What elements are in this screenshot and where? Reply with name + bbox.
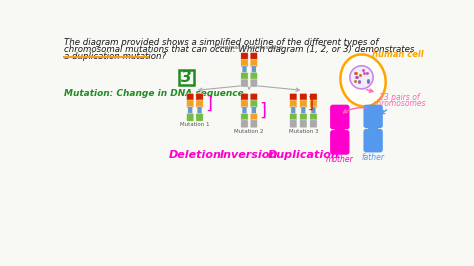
Text: Mutation 2: Mutation 2 bbox=[234, 129, 264, 134]
Ellipse shape bbox=[340, 55, 386, 106]
FancyBboxPatch shape bbox=[310, 120, 317, 128]
FancyBboxPatch shape bbox=[364, 129, 383, 152]
FancyBboxPatch shape bbox=[291, 107, 296, 115]
FancyBboxPatch shape bbox=[250, 72, 257, 80]
Text: Duplication: Duplication bbox=[267, 151, 339, 160]
FancyBboxPatch shape bbox=[250, 93, 257, 101]
FancyBboxPatch shape bbox=[300, 120, 307, 128]
Text: 23 pairs of: 23 pairs of bbox=[379, 93, 420, 102]
FancyBboxPatch shape bbox=[290, 113, 297, 121]
FancyBboxPatch shape bbox=[250, 113, 257, 121]
FancyBboxPatch shape bbox=[368, 123, 378, 131]
Text: Original chromosome: Original chromosome bbox=[215, 45, 283, 50]
FancyBboxPatch shape bbox=[242, 107, 247, 115]
FancyBboxPatch shape bbox=[241, 79, 248, 87]
FancyBboxPatch shape bbox=[290, 100, 297, 108]
FancyBboxPatch shape bbox=[250, 79, 257, 87]
FancyBboxPatch shape bbox=[290, 120, 297, 128]
FancyBboxPatch shape bbox=[250, 120, 257, 128]
FancyBboxPatch shape bbox=[310, 93, 317, 101]
Text: 3: 3 bbox=[181, 70, 191, 85]
FancyBboxPatch shape bbox=[301, 107, 306, 115]
FancyBboxPatch shape bbox=[187, 113, 194, 121]
Text: human cell: human cell bbox=[372, 50, 423, 59]
FancyBboxPatch shape bbox=[251, 107, 256, 115]
Text: Deletion: Deletion bbox=[168, 151, 221, 160]
FancyBboxPatch shape bbox=[241, 53, 248, 61]
FancyBboxPatch shape bbox=[241, 100, 248, 108]
FancyBboxPatch shape bbox=[300, 113, 307, 121]
Text: ]: ] bbox=[308, 96, 314, 111]
FancyBboxPatch shape bbox=[241, 113, 248, 121]
Text: a duplication mutation?: a duplication mutation? bbox=[64, 52, 166, 61]
Text: ]: ] bbox=[205, 95, 212, 113]
FancyBboxPatch shape bbox=[250, 100, 257, 108]
Text: chromosomes: chromosomes bbox=[373, 99, 427, 108]
Text: Inversion: Inversion bbox=[220, 151, 278, 160]
FancyBboxPatch shape bbox=[196, 113, 203, 121]
FancyBboxPatch shape bbox=[187, 93, 194, 101]
FancyBboxPatch shape bbox=[179, 70, 194, 85]
Text: Mutation 3: Mutation 3 bbox=[289, 129, 318, 134]
FancyBboxPatch shape bbox=[250, 53, 257, 61]
FancyBboxPatch shape bbox=[251, 66, 256, 74]
Text: ]: ] bbox=[259, 101, 266, 119]
FancyBboxPatch shape bbox=[300, 93, 307, 101]
FancyBboxPatch shape bbox=[290, 93, 297, 101]
FancyBboxPatch shape bbox=[197, 107, 202, 115]
Text: father: father bbox=[362, 153, 384, 162]
FancyBboxPatch shape bbox=[310, 113, 317, 121]
FancyBboxPatch shape bbox=[196, 93, 203, 101]
Text: Mutation: Change in DNA sequence: Mutation: Change in DNA sequence bbox=[64, 89, 244, 98]
FancyBboxPatch shape bbox=[241, 59, 248, 67]
FancyBboxPatch shape bbox=[250, 59, 257, 67]
FancyBboxPatch shape bbox=[330, 105, 349, 129]
FancyBboxPatch shape bbox=[188, 107, 192, 115]
FancyBboxPatch shape bbox=[310, 100, 317, 108]
FancyBboxPatch shape bbox=[311, 107, 316, 115]
FancyBboxPatch shape bbox=[242, 66, 247, 74]
FancyBboxPatch shape bbox=[330, 130, 349, 155]
FancyBboxPatch shape bbox=[241, 93, 248, 101]
FancyBboxPatch shape bbox=[196, 100, 203, 108]
FancyBboxPatch shape bbox=[241, 72, 248, 80]
FancyBboxPatch shape bbox=[300, 100, 307, 108]
Text: chromosomal mutations that can occur. Which diagram (1, 2, or 3) demonstrates: chromosomal mutations that can occur. Wh… bbox=[64, 45, 414, 54]
FancyBboxPatch shape bbox=[364, 105, 383, 128]
FancyBboxPatch shape bbox=[187, 100, 194, 108]
Text: The diagram provided shows a simplified outline of the different types of: The diagram provided shows a simplified … bbox=[64, 38, 378, 47]
Text: Mutation 1: Mutation 1 bbox=[180, 122, 210, 127]
FancyBboxPatch shape bbox=[241, 120, 248, 128]
Text: mother: mother bbox=[326, 155, 354, 164]
Circle shape bbox=[350, 66, 373, 89]
FancyBboxPatch shape bbox=[335, 125, 345, 132]
